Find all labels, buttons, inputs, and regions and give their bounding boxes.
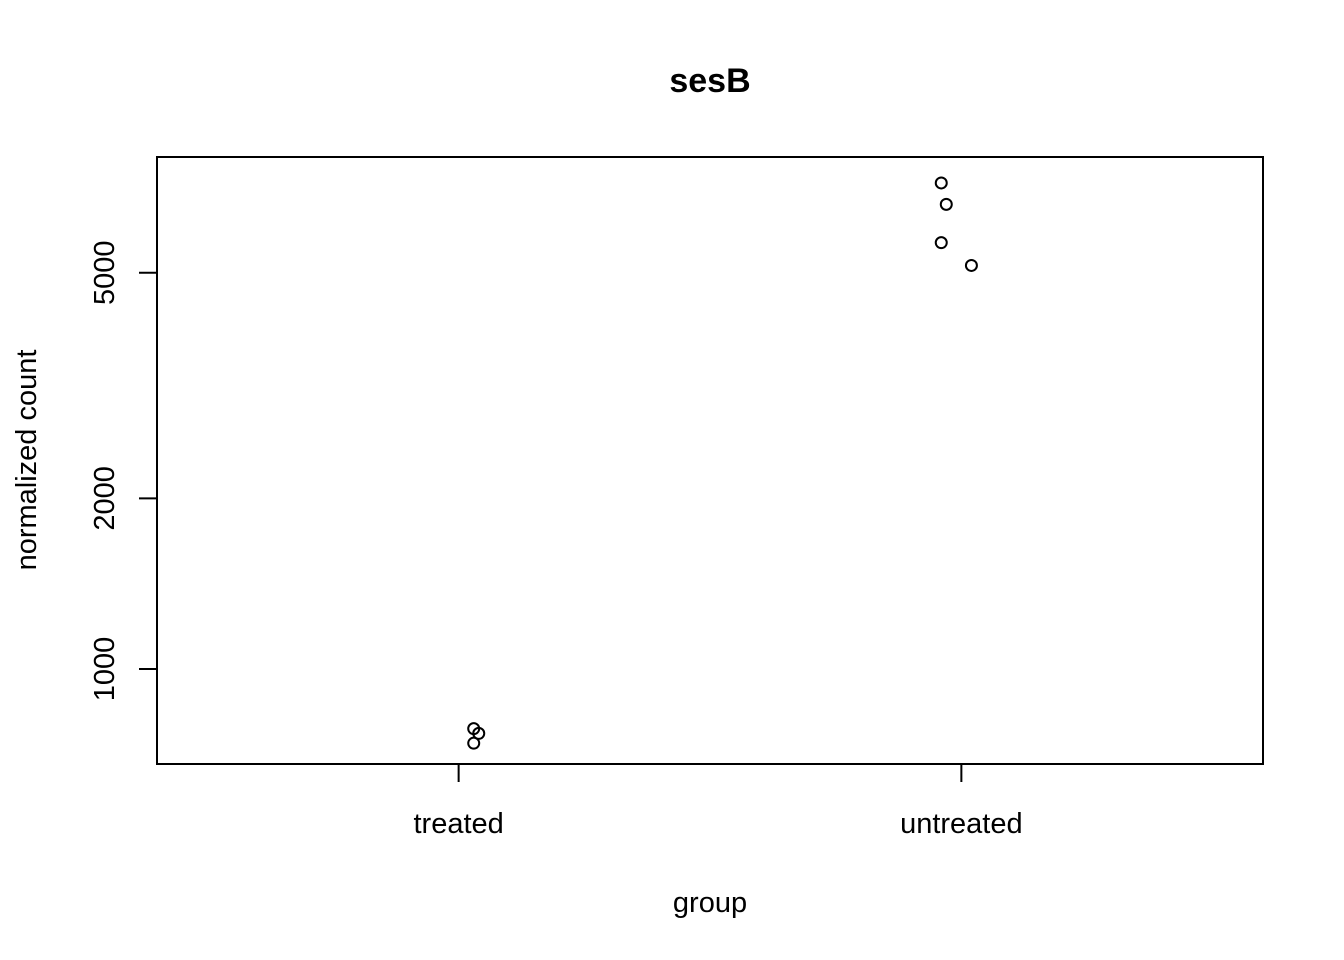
data-point <box>939 197 953 211</box>
x-axis: treated untreated <box>413 764 1023 840</box>
chart-title: sesB <box>669 62 750 100</box>
x-tick-label: treated <box>413 808 503 840</box>
data-point <box>964 258 978 272</box>
data-point <box>467 736 481 750</box>
data-point <box>472 726 486 740</box>
data-point <box>934 236 948 250</box>
y-axis: 1000 2000 5000 <box>89 240 157 701</box>
x-axis-label: group <box>673 887 747 919</box>
x-tick-label: untreated <box>900 808 1023 840</box>
data-points <box>467 176 978 750</box>
y-tick-label: 1000 <box>89 637 121 702</box>
y-axis-label: normalized count <box>11 350 43 571</box>
y-tick-label: 2000 <box>89 466 121 531</box>
y-tick-label: 5000 <box>89 240 121 305</box>
data-point <box>934 176 948 190</box>
plot-frame <box>156 156 1264 765</box>
